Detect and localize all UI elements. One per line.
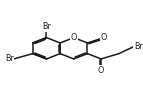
Text: Br: Br — [5, 54, 14, 63]
Text: Br: Br — [134, 42, 143, 51]
Text: Br: Br — [42, 22, 51, 31]
Text: O: O — [71, 33, 77, 42]
Text: O: O — [101, 33, 107, 42]
Text: O: O — [98, 66, 104, 75]
